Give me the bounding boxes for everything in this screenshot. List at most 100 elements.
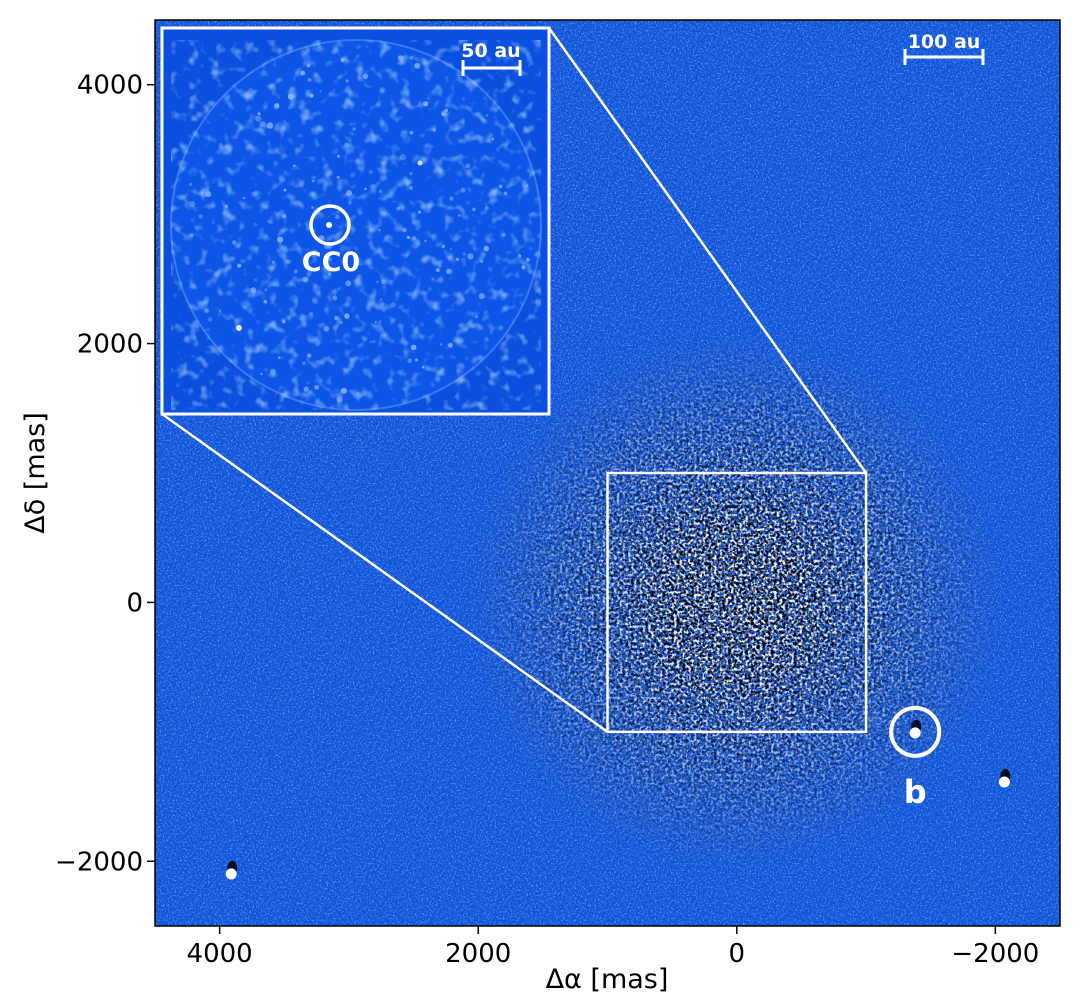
inset-speckle	[336, 175, 340, 179]
inset-speckle	[218, 143, 223, 147]
inset-speckle	[307, 353, 312, 358]
cc0-label: CC0	[302, 247, 360, 278]
cc0-source	[326, 222, 332, 228]
inset-speckle	[465, 163, 471, 169]
inset-speckle	[518, 254, 522, 258]
inset-speckle	[198, 214, 203, 219]
inset-speckle	[340, 321, 343, 324]
scale-bar-main-label: 100 au	[908, 31, 981, 53]
inset-panel: 50 au CC0	[160, 26, 551, 416]
inset-speckle	[380, 279, 386, 285]
inset-speckle	[479, 259, 484, 263]
inset-speckle	[483, 245, 490, 252]
inset-speckle	[281, 214, 287, 219]
y-axis-ticks: −2000 0 2000 4000	[55, 71, 155, 877]
inset-speckle	[474, 315, 479, 319]
inset-speckle	[449, 247, 453, 251]
inset-speckle	[204, 308, 209, 314]
y-tick-label: 4000	[77, 71, 143, 101]
inset-speckle	[273, 103, 280, 110]
inset-speckle	[352, 127, 356, 131]
inset-frame	[160, 26, 551, 416]
inset-speckle	[311, 179, 315, 183]
scale-bar-inset-label: 50 au	[461, 40, 520, 62]
connector-line-bottom	[161, 412, 609, 733]
inset-speckle	[397, 55, 404, 61]
inset-speckle	[300, 70, 306, 76]
inset-speckle	[336, 396, 343, 403]
inset-speckle	[409, 172, 413, 176]
inset-speckle	[344, 313, 350, 319]
scale-bar-inset: 50 au	[461, 40, 522, 76]
inset-speckle	[314, 384, 320, 390]
y-tick-label: 2000	[77, 330, 143, 360]
inset-speckle	[412, 236, 417, 241]
point-sources: b	[225, 705, 1011, 880]
inset-speckle	[372, 339, 376, 344]
inset-speckle	[327, 257, 332, 262]
inset-speckle	[232, 240, 237, 245]
x-tick-label: 0	[729, 939, 746, 969]
inset-speckle	[521, 265, 526, 270]
inset-speckle	[283, 188, 287, 192]
axes-frame	[154, 19, 1061, 927]
inset-speckle	[271, 260, 275, 264]
inset-speckle	[274, 103, 280, 108]
inset-speckle	[253, 190, 260, 196]
inset-speckle	[189, 233, 194, 238]
inset-speckle	[282, 320, 286, 324]
inset-speckle	[270, 368, 276, 375]
inset-speckles	[188, 55, 530, 403]
source-point	[998, 776, 1010, 788]
x-tick-label: 2000	[445, 939, 511, 969]
inset-speckle	[189, 182, 193, 186]
inset-speckle	[441, 244, 446, 249]
inset-speckle	[236, 325, 242, 331]
inset-speckle	[313, 175, 316, 178]
inset-speckle	[224, 204, 229, 208]
source-point	[225, 868, 237, 880]
inset-speckle	[467, 253, 474, 260]
inset-speckle	[399, 154, 407, 161]
inset-speckle	[281, 317, 286, 323]
inset-speckle	[207, 317, 213, 322]
inset-speckle	[478, 293, 485, 300]
inset-speckle	[415, 358, 419, 362]
inset-speckle	[250, 287, 257, 293]
inset-speckle	[303, 386, 309, 392]
inset-speckle	[276, 236, 284, 243]
inset-speckle	[340, 387, 347, 394]
inset-speckle	[301, 361, 306, 366]
cc0-marker-circle	[309, 204, 351, 246]
inset-speckle	[287, 93, 294, 100]
inset-speckle	[346, 190, 353, 197]
inset-speckle	[255, 115, 262, 122]
inset-speckle	[335, 214, 340, 220]
inset-speckle	[376, 280, 379, 284]
y-tick-label: −2000	[55, 847, 143, 877]
inset-speckle	[370, 340, 373, 343]
inset-speckle	[435, 267, 440, 272]
inset-speckle	[259, 121, 266, 128]
inset-speckle	[462, 252, 467, 256]
inset-speckle	[309, 93, 314, 98]
scale-bar-main: 100 au	[903, 31, 985, 65]
inset-speckle	[340, 57, 345, 63]
inset-speckle	[444, 108, 449, 113]
inset-speckle	[449, 196, 454, 201]
inset-speckle	[409, 130, 414, 135]
inset-speckle	[374, 320, 377, 324]
inset-speckle	[417, 160, 423, 166]
source-point	[909, 727, 921, 739]
inset-speckle	[390, 302, 397, 308]
inset-speckle	[472, 207, 476, 212]
inset-speckle	[409, 55, 414, 60]
inset-speckle	[364, 187, 367, 191]
inset-speckle	[380, 298, 383, 301]
inset-speckle	[460, 187, 466, 193]
y-axis-label: Δδ [mas]	[20, 412, 51, 534]
inset-speckle	[498, 184, 503, 189]
inset-speckle	[344, 142, 349, 148]
inset-speckle	[205, 191, 212, 198]
